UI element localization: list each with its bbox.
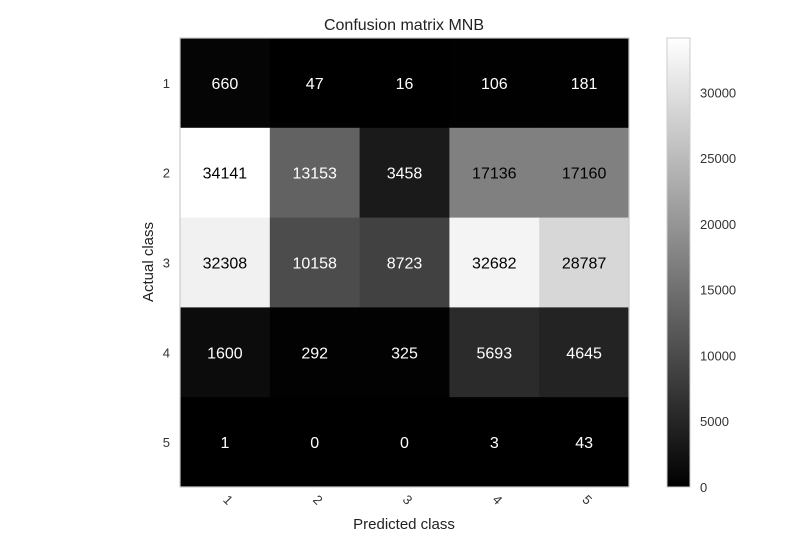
- colorbar: 0 5000 10000 15000 20000 25000 30000: [666, 37, 736, 495]
- heatmap-cell: [359, 217, 450, 308]
- heatmap-cell: [180, 307, 271, 398]
- heatmap-cell: [269, 127, 361, 219]
- plot-frame: [179, 37, 630, 488]
- heatmap-cell: [449, 307, 540, 398]
- x-tick-label: 5: [579, 492, 595, 508]
- cell-value-label: 32308: [203, 256, 248, 273]
- x-tick-label: 3: [400, 492, 416, 508]
- heatmap-cell: [180, 127, 271, 219]
- heatmap-cell: [539, 217, 630, 308]
- cell-value-label: 5693: [477, 345, 513, 362]
- y-tick-label: 2: [163, 166, 170, 181]
- heatmap-cell: [180, 38, 271, 129]
- heatmap-cell: [539, 307, 630, 398]
- colorbar-tick-label: 25000: [700, 151, 736, 166]
- cell-value-label: 0: [400, 435, 409, 452]
- y-axis-title: Actual class: [140, 222, 157, 302]
- colorbar-tick-label: 5000: [700, 414, 729, 429]
- x-tick-labels: 1 2 3 4 5: [220, 492, 595, 508]
- cell-value-label: 10158: [292, 256, 337, 273]
- heatmap-cell: [449, 217, 540, 308]
- heatmap-cell: [539, 127, 630, 219]
- cell-value-label: 17160: [562, 166, 607, 183]
- cell-value-label: 17136: [472, 166, 517, 183]
- cell-value-label: 43: [575, 435, 593, 452]
- heatmap-cells: [180, 38, 630, 488]
- x-tick-label: 4: [490, 492, 506, 508]
- cell-value-label: 13153: [292, 166, 337, 183]
- y-tick-label: 4: [163, 345, 170, 360]
- heatmap-cell: [449, 38, 540, 129]
- colorbar-tick-labels: 0 5000 10000 15000 20000 25000 30000: [700, 85, 736, 495]
- x-tick-label: 2: [310, 492, 326, 508]
- cell-value-label: 8723: [387, 256, 423, 273]
- heatmap-cell: [449, 127, 540, 219]
- colorbar-tick-label: 30000: [700, 85, 736, 100]
- colorbar-tick-label: 15000: [700, 283, 736, 298]
- heatmap-cell: [449, 397, 540, 488]
- cell-value-label: 1: [220, 435, 229, 452]
- heatmap-cell: [269, 38, 361, 129]
- heatmap-cell-labels: 660 47 16 106 181 34141 13153 3458 17136 17160 323…: [203, 76, 607, 452]
- x-axis-title: Predicted class: [353, 516, 455, 533]
- heatmap-cell: [359, 38, 450, 129]
- y-tick-label: 5: [163, 435, 170, 450]
- cell-value-label: 1600: [207, 345, 243, 362]
- colorbar-tick-label: 10000: [700, 348, 736, 363]
- cell-value-label: 34141: [203, 166, 248, 183]
- cell-value-label: 181: [571, 76, 598, 93]
- heatmap-cell: [359, 307, 450, 398]
- cell-value-label: 660: [212, 76, 239, 93]
- cell-value-label: 106: [481, 76, 508, 93]
- cell-value-label: 32682: [472, 256, 517, 273]
- heatmap-cell: [180, 217, 271, 308]
- cell-value-label: 0: [310, 435, 319, 452]
- cell-value-label: 292: [301, 345, 328, 362]
- colorbar-tick-label: 0: [700, 480, 707, 495]
- cell-value-label: 325: [391, 345, 418, 362]
- chart-title: Confusion matrix MNB: [324, 17, 484, 34]
- cell-value-label: 3458: [387, 166, 423, 183]
- cell-value-label: 47: [306, 76, 324, 93]
- y-tick-label: 3: [163, 256, 170, 271]
- cell-value-label: 28787: [562, 256, 607, 273]
- heatmap-cell: [269, 307, 361, 398]
- heatmap-cell: [539, 397, 630, 488]
- heatmap-cell: [359, 127, 450, 219]
- heatmap-cell: [359, 397, 450, 488]
- heatmap-cell: [269, 217, 361, 308]
- cell-value-label: 4645: [566, 345, 602, 362]
- colorbar-gradient: [666, 37, 691, 488]
- y-tick-label: 1: [163, 76, 170, 91]
- heatmap-cell: [269, 397, 361, 488]
- colorbar-tick-label: 20000: [700, 217, 736, 232]
- x-tick-label: 1: [220, 492, 236, 508]
- cell-value-label: 3: [490, 435, 499, 452]
- heatmap-cell: [539, 38, 630, 129]
- y-tick-labels: 1 2 3 4 5: [163, 76, 170, 450]
- heatmap-cell: [180, 397, 271, 488]
- cell-value-label: 16: [396, 76, 414, 93]
